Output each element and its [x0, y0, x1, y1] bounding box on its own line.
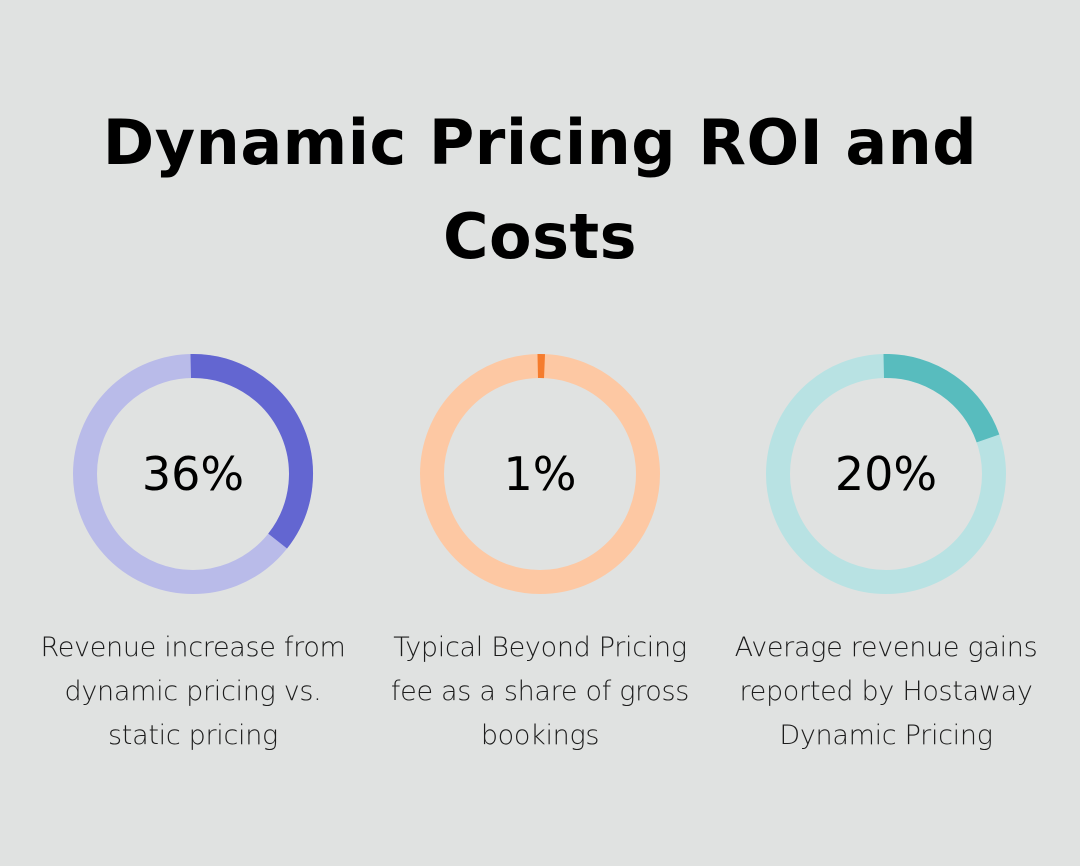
donut-caption-revenue-increase: Revenue increase from dynamic pricing vs… [40, 632, 346, 751]
donut-value-arc [190, 354, 313, 549]
donut-value-arc [883, 354, 1000, 443]
donut-chart-hostaway-revenue-gains: 20% [766, 354, 1006, 594]
donut-value-label: 1% [504, 447, 577, 501]
donut-caption-beyond-pricing-fee: Typical Beyond Pricing fee as a share of… [390, 632, 690, 751]
donut-value-label: 20% [835, 447, 937, 501]
donut-caption-hostaway-revenue-gains: Average revenue gains reported by Hostaw… [734, 632, 1038, 751]
donut-value-label: 36% [142, 447, 244, 501]
donut-chart-revenue-increase: 36% [73, 354, 313, 594]
page-title: Dynamic Pricing ROI and Costs [102, 106, 978, 273]
donut-chart-beyond-pricing-fee: 1% [420, 353, 660, 594]
